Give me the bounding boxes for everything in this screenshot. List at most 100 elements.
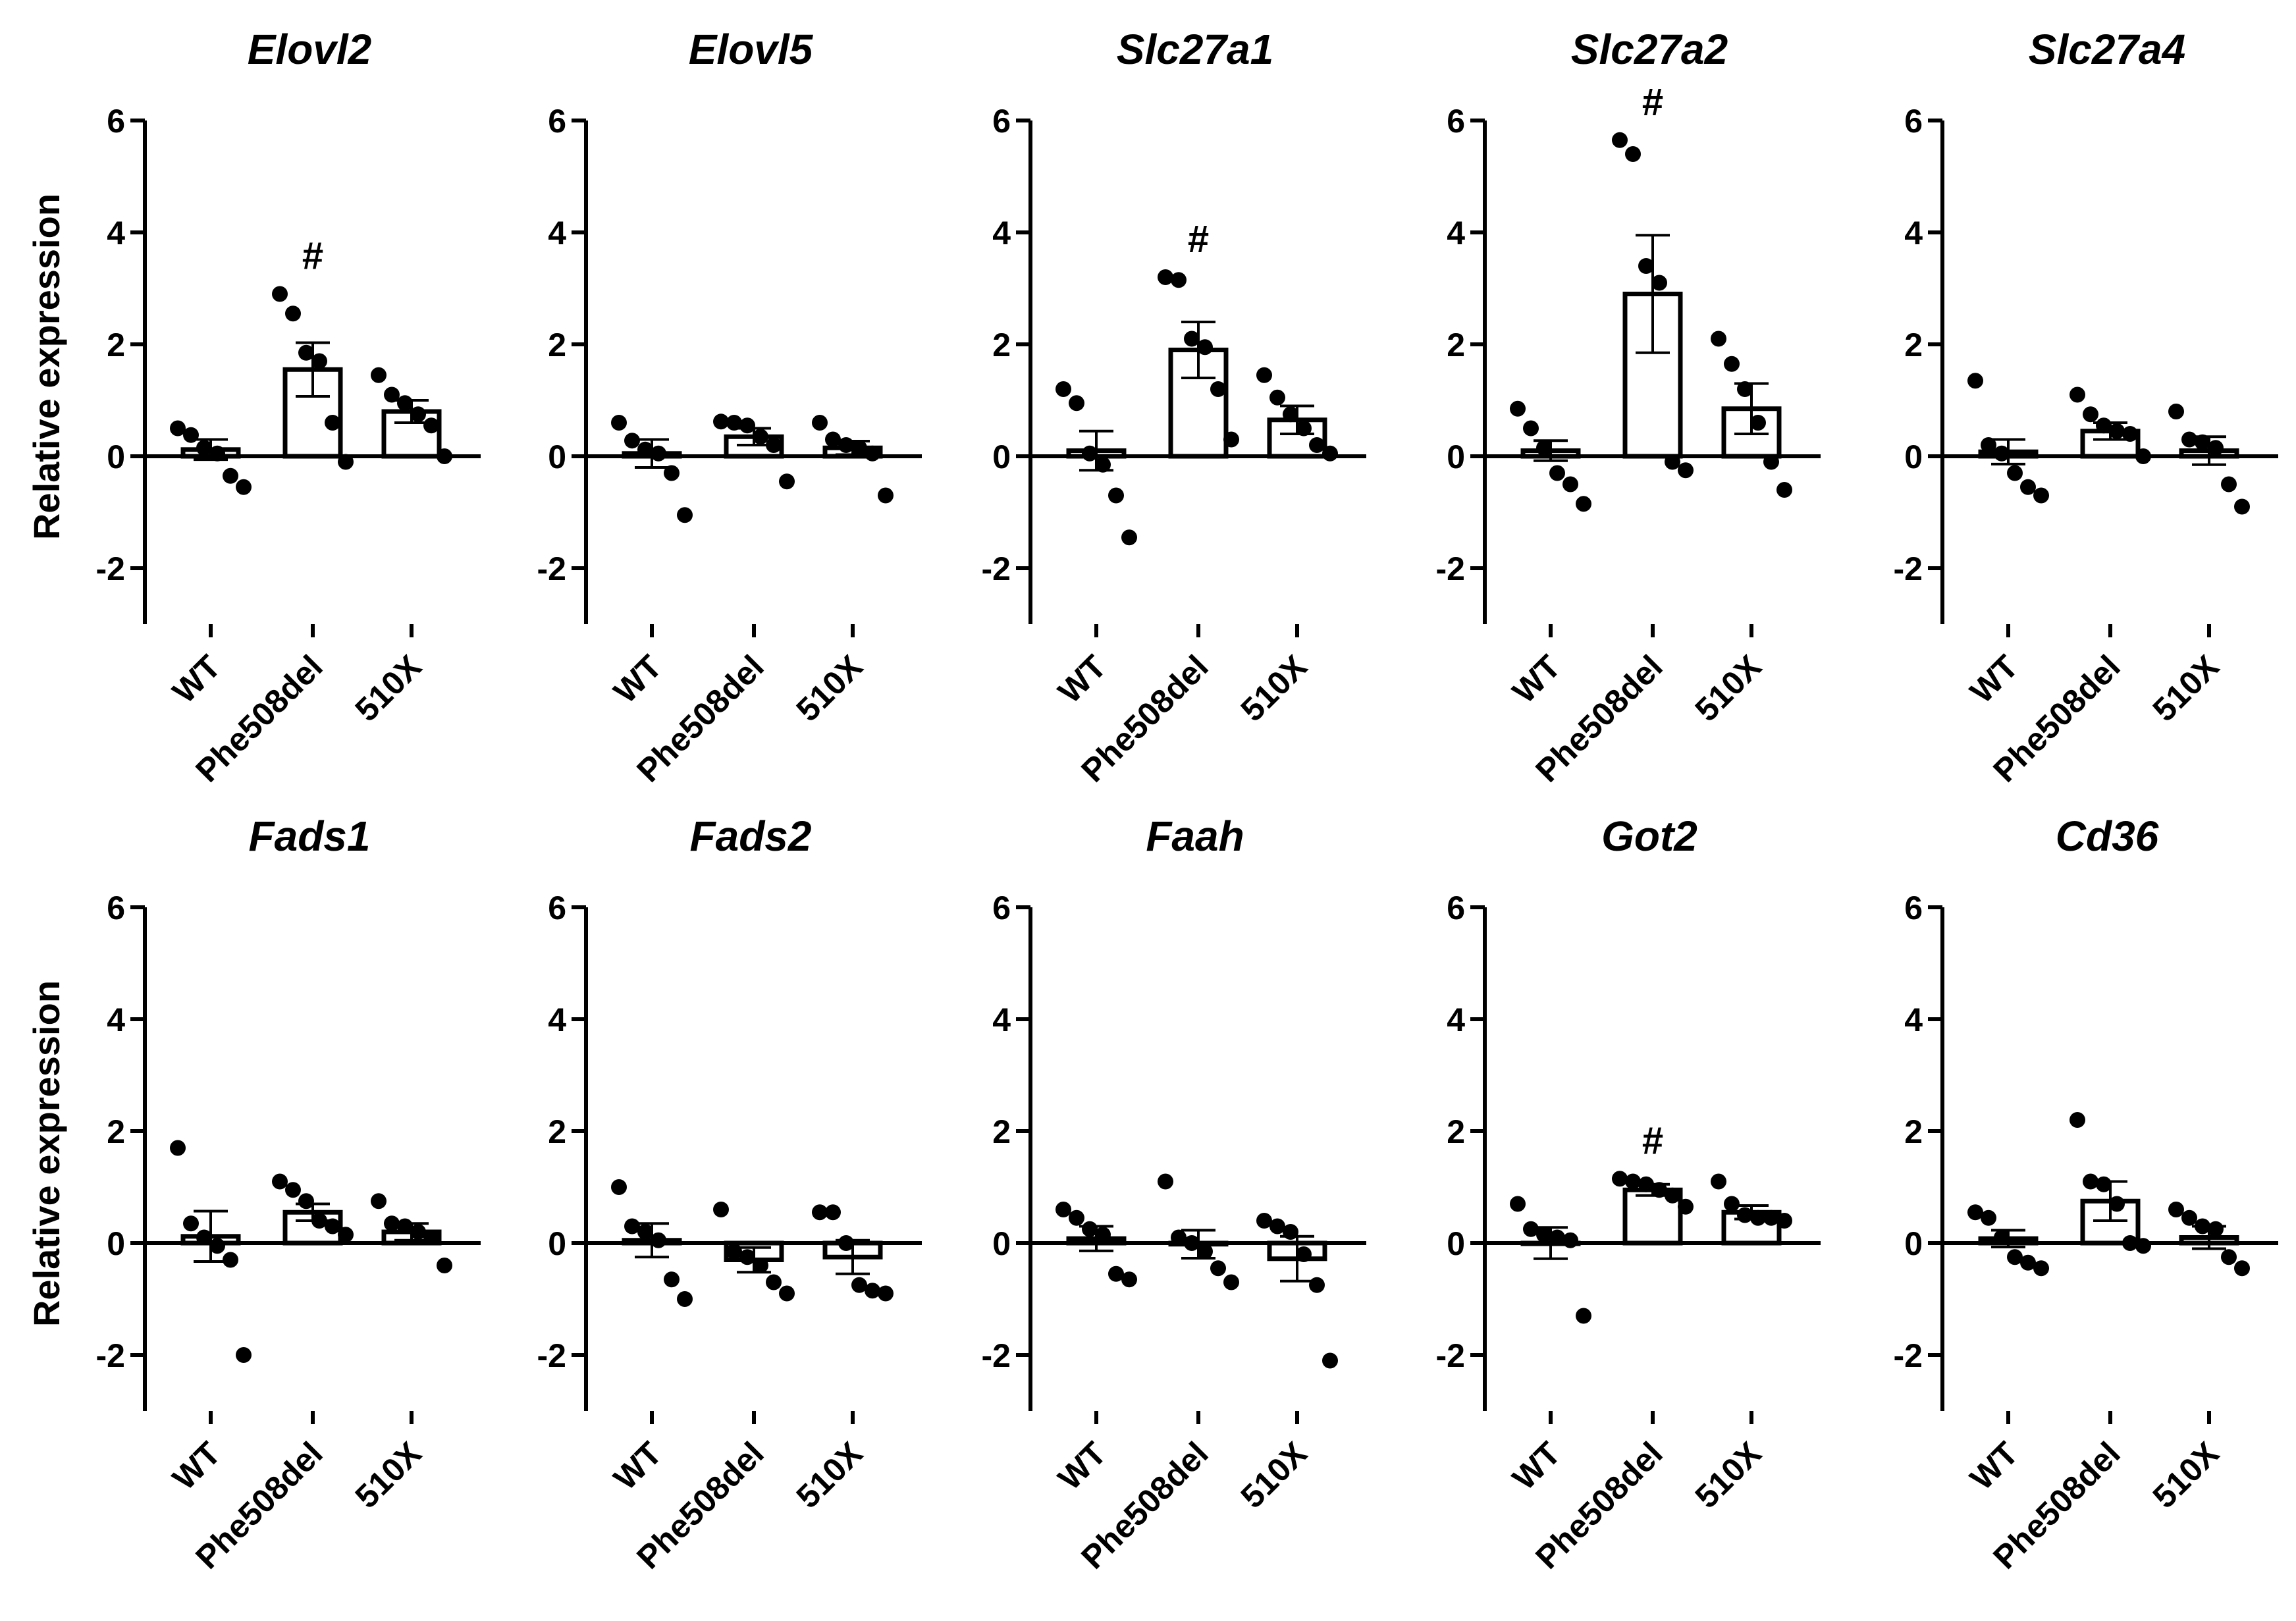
data-point <box>1651 1182 1667 1198</box>
data-point <box>753 1258 768 1273</box>
significance-marker: # <box>1642 81 1663 124</box>
category-label: 510X <box>789 1435 870 1515</box>
data-point <box>410 1224 426 1240</box>
y-tick-label: 4 <box>548 1001 566 1038</box>
data-point <box>1981 437 1996 453</box>
y-tick-label: -2 <box>1436 1337 1465 1374</box>
data-point <box>1523 1221 1539 1237</box>
data-point <box>1322 1352 1338 1369</box>
data-point <box>1269 389 1285 406</box>
data-point <box>1121 529 1137 546</box>
data-point <box>410 406 426 423</box>
y-tick-label: 4 <box>992 215 1011 252</box>
y-tick-label: 0 <box>1447 1225 1465 1262</box>
data-point <box>726 415 742 431</box>
data-point <box>766 437 782 453</box>
data-point <box>1678 1198 1694 1215</box>
category-label: WT <box>165 1435 228 1497</box>
data-point <box>2033 1260 2049 1277</box>
data-point <box>2083 406 2098 423</box>
data-point <box>2135 1238 2151 1254</box>
data-point <box>183 1215 199 1232</box>
data-point <box>1510 400 1526 417</box>
y-tick-label: -2 <box>982 1337 1011 1374</box>
data-point <box>1967 1204 1983 1221</box>
data-point <box>1223 431 1239 448</box>
y-tick-label: -2 <box>1894 550 1923 587</box>
data-point <box>779 1285 795 1302</box>
data-point <box>298 1193 314 1209</box>
data-point <box>664 465 680 481</box>
y-tick-label: 4 <box>107 215 125 252</box>
data-point <box>338 454 354 470</box>
y-tick-label: 6 <box>992 890 1011 926</box>
data-point <box>1322 445 1338 462</box>
data-point <box>1967 373 1983 389</box>
y-tick-label: 4 <box>1447 215 1465 252</box>
data-point <box>1296 1246 1312 1262</box>
data-point <box>236 479 252 495</box>
data-point <box>1750 1209 1766 1226</box>
y-tick-label: 0 <box>107 438 125 475</box>
data-point <box>2221 476 2237 492</box>
data-point <box>2181 431 2197 448</box>
data-point <box>285 1182 301 1198</box>
data-point <box>851 440 867 456</box>
data-point <box>2234 498 2250 515</box>
y-tick-label: 2 <box>548 1113 566 1150</box>
data-point <box>397 395 413 412</box>
category-label: 510X <box>2146 648 2226 728</box>
data-point <box>624 1218 640 1235</box>
y-tick-label: 2 <box>107 1113 125 1150</box>
data-point <box>1665 1187 1680 1204</box>
y-tick-label: 2 <box>107 327 125 363</box>
y-tick-label: 6 <box>107 890 125 926</box>
data-point <box>272 286 288 302</box>
y-tick-label: 0 <box>992 1225 1011 1262</box>
data-point <box>651 445 666 462</box>
data-point <box>1269 1218 1285 1235</box>
data-point <box>1549 465 1565 481</box>
data-point <box>183 427 199 443</box>
data-point <box>1523 420 1539 437</box>
y-tick-label: 0 <box>1904 1225 1923 1262</box>
data-point <box>812 415 828 431</box>
data-point <box>624 433 640 449</box>
data-point <box>1776 1213 1792 1229</box>
data-point <box>325 1218 340 1235</box>
category-label: 510X <box>1688 1435 1769 1515</box>
data-point <box>1678 462 1694 479</box>
panel-title: Cd36 <box>2056 812 2159 860</box>
y-tick-label: 6 <box>1904 890 1923 926</box>
data-point <box>1055 381 1071 397</box>
data-point <box>1711 331 1726 347</box>
data-point <box>878 487 894 504</box>
category-label: WT <box>1505 1435 1568 1497</box>
data-point <box>851 1277 867 1293</box>
panel-title: Elovl5 <box>689 26 814 73</box>
category-label: WT <box>1505 648 1568 710</box>
data-point <box>664 1271 680 1288</box>
data-point <box>1536 1227 1552 1243</box>
category-label: 510X <box>789 648 870 728</box>
data-point <box>423 1229 439 1246</box>
y-tick-label: -2 <box>96 550 125 587</box>
category-label: 510X <box>2146 1435 2226 1515</box>
category-label: WT <box>1963 1435 2025 1497</box>
panel-title: Faah <box>1146 812 1244 860</box>
panel-title: Elovl2 <box>248 26 372 73</box>
y-tick-label: 0 <box>107 1225 125 1262</box>
data-point <box>1095 456 1111 473</box>
data-point <box>1625 1173 1641 1190</box>
category-label: WT <box>1051 1435 1113 1497</box>
data-point <box>209 445 225 462</box>
significance-marker: # <box>302 235 323 278</box>
data-point <box>637 1224 653 1240</box>
data-point <box>2208 1221 2224 1237</box>
data-point <box>2135 448 2151 464</box>
data-point <box>1638 1176 1654 1192</box>
data-point <box>170 420 186 437</box>
